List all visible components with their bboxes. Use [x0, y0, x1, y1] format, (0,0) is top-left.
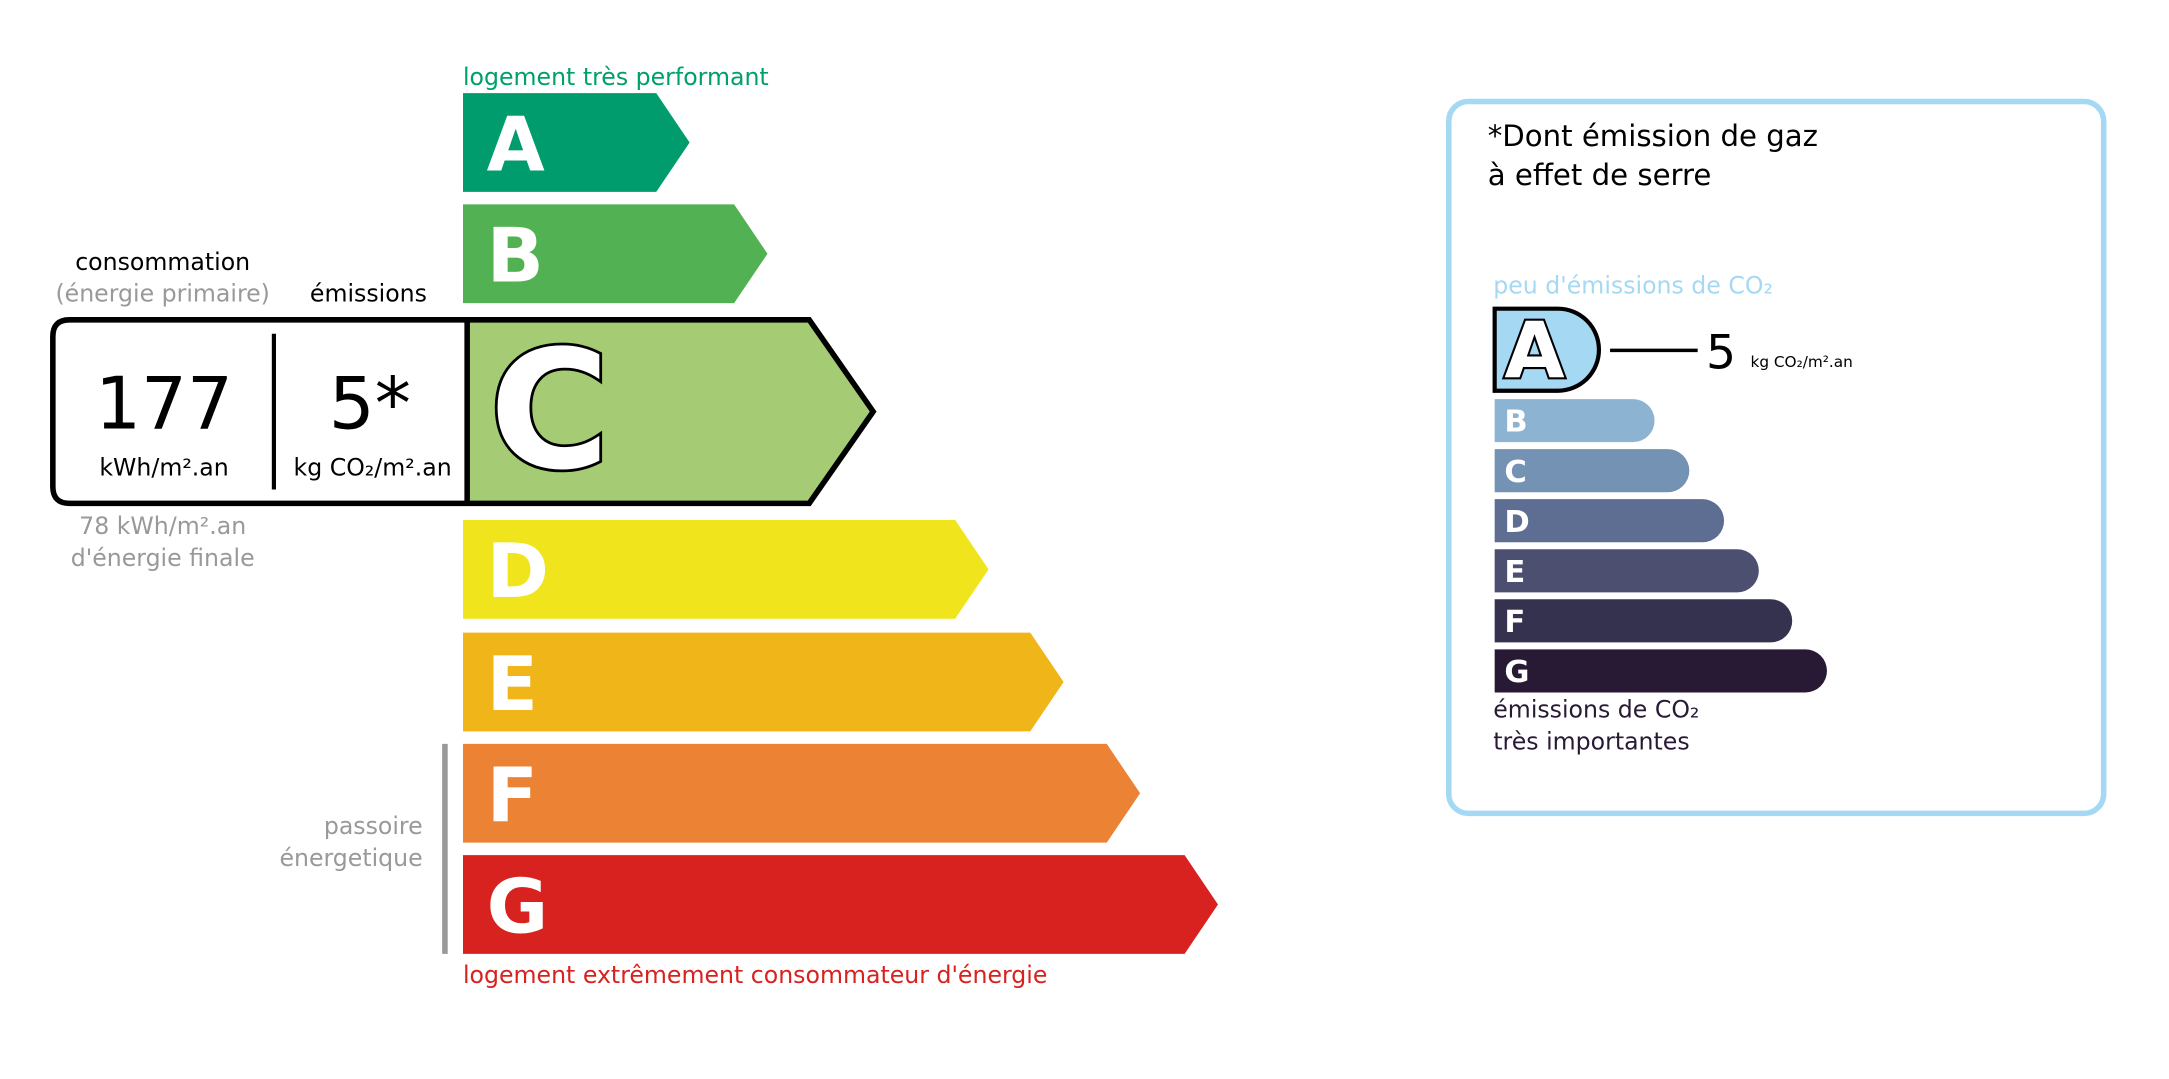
energy-class-bar-f: [462, 743, 1141, 843]
ghg-class-letter-c: C: [1504, 455, 1526, 490]
ghg-class-bar-d: [1494, 499, 1725, 543]
ghg-value: 5: [1706, 325, 1736, 380]
ghg-class-bar-a: [1492, 306, 1601, 393]
energy-class-bar-c: [469, 319, 874, 504]
energy-class-letter-a: A: [487, 100, 545, 188]
ghg-class-letter-d: D: [1504, 505, 1529, 540]
energy-class-letter-g: G: [487, 862, 549, 950]
emissions-header: émissions: [310, 280, 427, 308]
ghg-bottom-label-2: très importantes: [1493, 727, 1689, 755]
energy-class-letter-c: C: [489, 315, 609, 506]
passoire-label-1: passoire: [324, 812, 423, 840]
consumption-subheader: (énergie primaire): [55, 280, 269, 308]
final-energy-label: d'énergie finale: [71, 544, 255, 572]
energy-class-letter-f: F: [487, 751, 538, 839]
ghg-title-2: à effet de serre: [1488, 158, 1712, 192]
energy-class-bar-b: [462, 204, 768, 304]
ghg-class-letter-f: F: [1504, 605, 1525, 640]
ghg-class-letter-a: A: [1504, 307, 1564, 397]
ghg-class-letter-b: B: [1504, 405, 1527, 440]
energy-class-letter-d: D: [487, 527, 549, 615]
ghg-class-letter-g: G: [1504, 655, 1529, 690]
ghg-class-bar-f: [1494, 599, 1793, 643]
ghg-class-letter-e: E: [1504, 555, 1525, 590]
emissions-unit: kg CO₂/m².an: [294, 454, 452, 482]
energy-class-letter-b: B: [487, 212, 544, 300]
ghg-title-1: *Dont émission de gaz: [1488, 119, 1818, 153]
energy-class-bar-e: [462, 632, 1064, 732]
energy-class-letter-e: E: [487, 640, 538, 728]
consumption-value: 177: [95, 362, 233, 446]
ghg-class-bar-c: [1494, 449, 1690, 493]
ghg-class-bar-g: [1494, 649, 1827, 693]
energy-bottom-label: logement extrêmement consommateur d'éner…: [463, 961, 1047, 989]
current-class-frame: [50, 317, 877, 507]
ghg-class-bar-b: [1494, 399, 1655, 443]
emissions-value: 5*: [329, 362, 411, 446]
final-energy-value: 78 kWh/m².an: [79, 512, 246, 540]
ghg-bottom-label-1: émissions de CO₂: [1493, 695, 1699, 723]
ghg-top-label: peu d'émissions de CO₂: [1493, 271, 1773, 299]
consumption-unit: kWh/m².an: [99, 454, 228, 482]
ghg-unit: kg CO₂/m².an: [1750, 353, 1852, 371]
energy-class-bar-g: [462, 855, 1218, 954]
energy-class-bar-a: [462, 93, 690, 192]
energy-class-bar-d: [462, 520, 989, 619]
energy-top-label: logement très performant: [463, 63, 769, 91]
ghg-class-bar-e: [1494, 549, 1759, 593]
consumption-header: consommation: [75, 248, 250, 276]
passoire-label-2: énergetique: [279, 844, 422, 872]
